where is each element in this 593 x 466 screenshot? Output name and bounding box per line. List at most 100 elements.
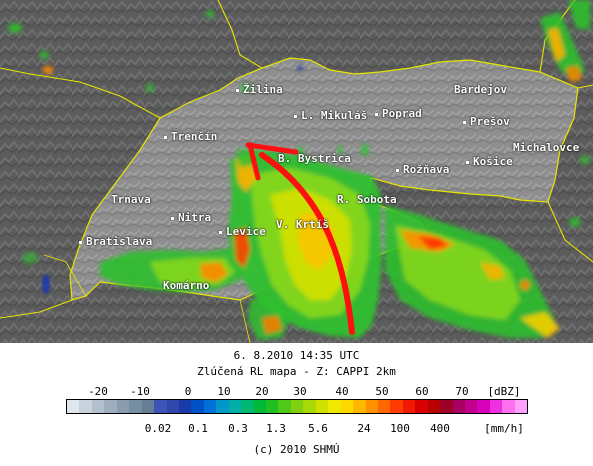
datetime-label: 6. 8.2010 14:35 UTC — [233, 349, 360, 362]
color-swatch — [166, 400, 179, 413]
color-swatch — [502, 400, 515, 413]
city-dot — [466, 160, 469, 164]
dbz-tick-label: 50 — [375, 385, 389, 398]
dbz-tick-label: -20 — [88, 385, 108, 398]
border-hu-ua — [547, 201, 593, 263]
color-swatch — [216, 400, 229, 413]
color-scale-bar — [66, 399, 528, 414]
city-kosice: Košice — [466, 156, 513, 168]
city-label: Komárno — [163, 279, 210, 292]
city-label: Žilina — [243, 83, 283, 96]
city-label: Trenčín — [171, 130, 218, 143]
mmh-tick-label: 5.6 — [308, 422, 328, 435]
mmh-tick-label: 24 — [357, 422, 371, 435]
color-swatch — [241, 400, 254, 413]
color-swatch — [390, 400, 403, 413]
city-bardejov: Bardejov — [454, 84, 507, 96]
radar-map: Žilina Bardejov L. Mikuláš Poprad Prešov… — [0, 0, 593, 343]
storm-track-arrow — [245, 142, 355, 335]
dbz-tick-label: 30 — [293, 385, 307, 398]
color-swatch — [154, 400, 167, 413]
map-canvas — [0, 0, 593, 343]
color-swatch — [365, 400, 378, 413]
color-swatch — [116, 400, 130, 413]
color-swatch — [328, 400, 341, 413]
city-label: B. Bystrica — [278, 152, 351, 165]
mmh-tick-label: 0.1 — [188, 422, 208, 435]
city-dot — [164, 135, 167, 139]
color-swatch — [178, 400, 192, 413]
city-michalovce: Michalovce — [513, 142, 579, 154]
city-label: Rožňava — [403, 163, 450, 176]
dbz-tick-label: 20 — [255, 385, 269, 398]
border-at — [43, 254, 87, 297]
city-label: Levice — [226, 225, 266, 238]
color-swatch — [91, 400, 105, 413]
color-swatch — [452, 400, 465, 413]
dbz-tick-label: 10 — [217, 385, 231, 398]
border-at-hu — [0, 299, 73, 319]
mmh-tick-label: 100 — [390, 422, 410, 435]
color-swatch — [427, 400, 441, 413]
legend-panel: 6. 8.2010 14:35 UTC Zlúčená RL mapa - Z:… — [0, 343, 593, 466]
mmh-tick-label: 0.3 — [228, 422, 248, 435]
city-dot — [236, 88, 239, 92]
city-dot — [294, 114, 297, 118]
color-swatch — [278, 400, 291, 413]
city-b-bystrica: B. Bystrica — [278, 153, 351, 165]
city-r-sobota: R. Sobota — [337, 194, 397, 206]
city-roznava: Rožňava — [396, 164, 449, 176]
city-label: Poprad — [382, 107, 422, 120]
city-trencin: Trenčín — [164, 131, 217, 143]
color-swatch — [415, 400, 428, 413]
city-label: R. Sobota — [337, 193, 397, 206]
color-swatch — [514, 400, 528, 413]
dbz-tick-label: 0 — [184, 385, 192, 398]
color-swatch — [303, 400, 316, 413]
city-v-krtis: V. Krtíš — [276, 219, 329, 231]
color-swatch — [290, 400, 304, 413]
color-swatch — [203, 400, 217, 413]
color-swatch — [440, 400, 453, 413]
color-swatch — [266, 400, 279, 413]
dbz-tick-label: -10 — [130, 385, 150, 398]
dbz-tick-label: 60 — [415, 385, 429, 398]
color-swatch — [79, 400, 92, 413]
mmh-tick-label: 1.3 — [266, 422, 286, 435]
city-label: Trnava — [111, 193, 151, 206]
city-label: Michalovce — [513, 141, 580, 154]
city-dot — [463, 120, 466, 124]
city-l-mikulas: L. Mikuláš — [294, 110, 367, 122]
color-swatch — [253, 400, 266, 413]
color-swatch — [141, 400, 155, 413]
dbz-scale: -20 -10 0 10 20 30 40 50 60 70 [dBZ] — [0, 343, 593, 466]
color-swatch — [402, 400, 416, 413]
river-border — [239, 299, 251, 343]
color-swatch — [315, 400, 329, 413]
city-label: Bratislava — [86, 235, 153, 248]
lake-neusiedl — [42, 274, 50, 294]
color-swatch — [340, 400, 354, 413]
city-dot — [171, 216, 174, 220]
city-presov: Prešov — [463, 116, 510, 128]
city-nitra: Nitra — [171, 212, 211, 224]
dbz-tick-label: 70 — [455, 385, 469, 398]
color-swatch — [353, 400, 366, 413]
mmh-scale: 0.02 0.1 0.3 1.3 5.6 24 100 400 [mm/h] — [0, 343, 593, 466]
city-label: Prešov — [470, 115, 510, 128]
mmh-unit-label: [mm/h] — [484, 422, 524, 435]
city-poprad: Poprad — [375, 108, 422, 120]
product-title: Zlúčená RL mapa - Z: CAPPI 2km — [197, 365, 396, 378]
city-dot — [219, 230, 222, 234]
city-label: L. Mikuláš — [301, 109, 368, 122]
city-komarno: Komárno — [163, 280, 209, 292]
color-swatch — [228, 400, 242, 413]
city-bratislava: Bratislava — [79, 236, 152, 248]
color-swatch — [465, 400, 478, 413]
color-swatch — [377, 400, 391, 413]
city-label: Košice — [473, 155, 513, 168]
border-cz-pl — [217, 0, 263, 69]
city-label: V. Krtíš — [276, 218, 329, 231]
color-swatch — [477, 400, 490, 413]
city-zilina: Žilina — [236, 84, 283, 96]
